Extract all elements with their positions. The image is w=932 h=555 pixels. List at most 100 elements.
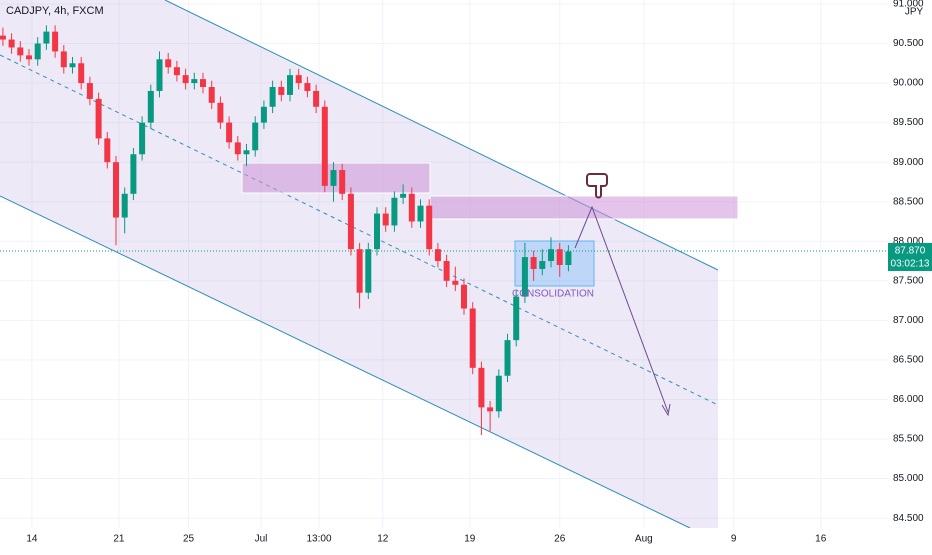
candle-body <box>287 75 294 95</box>
y-axis-label: JPY <box>905 7 924 18</box>
candle-body <box>260 106 267 123</box>
candle-body <box>347 193 354 250</box>
x-tick-label: 12 <box>377 534 389 545</box>
candle-body <box>408 193 415 222</box>
candle-body <box>113 162 120 218</box>
candle-body <box>521 257 528 297</box>
x-tick-label: 19 <box>464 534 476 545</box>
candle-body <box>69 63 76 68</box>
y-tick-label: 85.000 <box>893 473 924 484</box>
candle-body <box>52 31 59 52</box>
x-tick-label: 25 <box>183 534 195 545</box>
candle-body <box>478 367 485 408</box>
channel-mid <box>0 54 719 406</box>
annotation: CONSOLIDATION <box>512 289 594 300</box>
candle-body <box>556 249 563 265</box>
candle-body <box>330 170 337 186</box>
candle-body <box>17 47 24 56</box>
candle-body <box>321 106 328 186</box>
candle-body <box>565 251 572 265</box>
candle-body <box>426 205 433 250</box>
candle-body <box>400 193 407 198</box>
candle-body <box>173 67 180 76</box>
candle-body <box>121 193 128 218</box>
y-tick-label: 89.000 <box>893 157 924 168</box>
axes: 84.500 85.000 85.500 86.000 86.500 87.000 87.5… <box>26 0 924 545</box>
candle-body <box>461 284 468 309</box>
candle-body <box>165 59 172 68</box>
x-tick-label: Aug <box>635 534 653 545</box>
candle-body <box>382 213 389 226</box>
candle-body <box>530 257 537 269</box>
candle-body <box>78 63 85 84</box>
y-tick-label: 89.500 <box>893 117 924 128</box>
candle-body <box>487 407 494 412</box>
y-tick-label: 88.000 <box>893 236 924 247</box>
y-tick-label: 85.500 <box>893 434 924 445</box>
y-tick-label: 88.500 <box>893 196 924 207</box>
candle-body <box>191 79 198 84</box>
candle-body <box>269 87 276 107</box>
candle-body <box>8 39 15 48</box>
x-tick-label: Jul <box>255 534 268 545</box>
candle-body <box>182 75 189 84</box>
x-tick-label: 14 <box>26 534 38 545</box>
candle-body <box>226 122 233 143</box>
candle-body <box>86 83 93 99</box>
candle-body <box>495 375 502 412</box>
candle-body <box>339 170 346 194</box>
consolidation-box <box>514 240 595 287</box>
last-price: 87.870 <box>895 246 926 257</box>
channel-upper <box>164 0 719 271</box>
candle-body <box>365 249 372 293</box>
candle-body <box>443 261 450 281</box>
candle-body <box>200 79 207 88</box>
candle-body <box>304 83 311 91</box>
y-tick-label: 84.500 <box>893 513 924 524</box>
candle-body <box>391 197 398 226</box>
y-axis-panel <box>888 0 932 550</box>
chart-title: CADJPY, 4h, FXCM <box>6 5 104 17</box>
supply-zone <box>429 195 739 220</box>
candle-body <box>234 142 241 155</box>
candle-body <box>539 261 546 269</box>
candle-body <box>147 90 154 123</box>
x-axis-panel <box>0 528 932 550</box>
candle-body <box>452 280 459 285</box>
candle-body <box>43 31 50 44</box>
candle-body <box>374 213 381 250</box>
candle-body <box>417 205 424 222</box>
projection-arrow <box>574 205 671 417</box>
y-tick-label: 86.500 <box>893 355 924 366</box>
candle-body <box>513 296 520 341</box>
candle-body <box>60 51 67 68</box>
candle-body <box>217 102 224 123</box>
candle-body <box>139 122 146 155</box>
y-tick-label: 87.000 <box>893 315 924 326</box>
candle-body <box>130 154 137 194</box>
candle-body <box>278 87 285 95</box>
candle-body <box>104 138 111 163</box>
candle-body <box>208 87 215 103</box>
candle-body <box>313 90 320 107</box>
hand-icon <box>586 173 608 199</box>
candle-body <box>252 122 259 151</box>
candle-body <box>434 249 441 262</box>
candle-body <box>34 43 41 60</box>
candle-body <box>0 35 6 40</box>
y-tick-label: 90.500 <box>893 38 924 49</box>
x-tick-label: 21 <box>113 534 125 545</box>
candle-body <box>26 55 33 60</box>
candle-body <box>469 308 476 368</box>
candle-body <box>504 340 511 376</box>
candle-body <box>356 249 363 293</box>
candle-body <box>295 75 302 84</box>
y-tick-label: 90.000 <box>893 78 924 89</box>
candle-body <box>156 59 163 91</box>
candles <box>0 25 572 436</box>
candle-body <box>548 249 555 262</box>
y-tick-label: 87.500 <box>893 275 924 286</box>
